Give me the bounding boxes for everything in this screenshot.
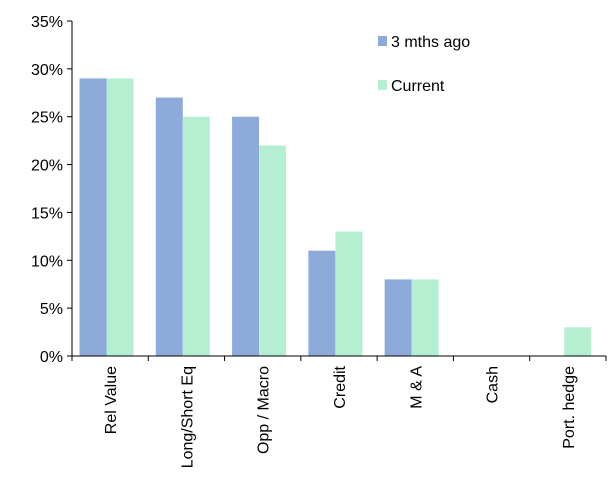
y-tick-label: 5% — [40, 301, 63, 318]
bar-current — [106, 78, 134, 356]
y-tick-label: 20% — [31, 158, 63, 175]
x-tick-label: Long/Short Eq — [179, 366, 196, 468]
legend-label: 3 mths ago — [391, 34, 470, 51]
y-tick-label: 35% — [31, 14, 63, 31]
bar-current — [564, 327, 592, 356]
bar-three-months-ago — [79, 78, 107, 356]
x-tick-label: Opp / Macro — [256, 366, 273, 454]
x-tick-label: Rel Value — [103, 366, 120, 434]
bar-three-months-ago — [232, 116, 260, 356]
x-axis: Rel Value Long/Short Eq Opp / Macro Credit M… — [71, 355, 607, 468]
bar-current — [335, 231, 363, 356]
x-tick-label: Port. hedge — [561, 366, 578, 449]
y-tick-label: 30% — [31, 62, 63, 79]
legend-label: Current — [391, 78, 445, 95]
x-tick-label: M & A — [408, 366, 425, 409]
x-tick-label: Credit — [332, 365, 349, 408]
y-tick-label: 0% — [40, 349, 63, 366]
x-tick-label: Cash — [485, 366, 502, 403]
y-axis: 0% 5% 10% 15% 20% 25% 30% 35% — [31, 14, 73, 366]
bars — [79, 78, 592, 357]
y-tick-label: 15% — [31, 205, 63, 222]
bar-three-months-ago — [384, 279, 412, 356]
bar-three-months-ago — [155, 97, 183, 357]
legend-swatch — [378, 80, 387, 90]
y-tick-label: 25% — [31, 110, 63, 127]
bar-current — [411, 279, 439, 356]
bar-current — [182, 116, 210, 356]
bar-current — [259, 145, 287, 356]
legend-swatch — [378, 36, 387, 46]
legend: 3 mths ago Current — [378, 34, 470, 95]
y-tick-label: 10% — [31, 253, 63, 270]
bar-three-months-ago — [308, 250, 336, 356]
